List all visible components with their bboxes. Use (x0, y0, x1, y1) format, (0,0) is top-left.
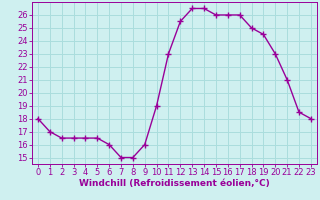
X-axis label: Windchill (Refroidissement éolien,°C): Windchill (Refroidissement éolien,°C) (79, 179, 270, 188)
